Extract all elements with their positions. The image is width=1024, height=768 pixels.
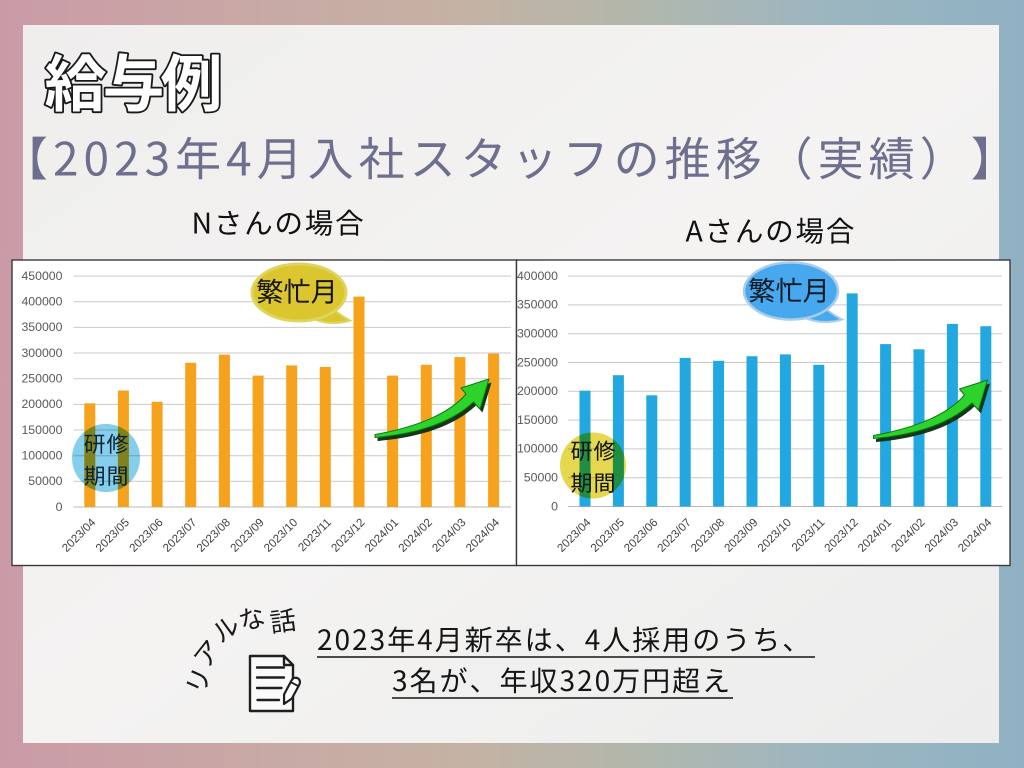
svg-text:0: 0: [551, 499, 558, 513]
svg-text:350000: 350000: [517, 298, 558, 312]
svg-text:50000: 50000: [524, 471, 558, 485]
svg-text:200000: 200000: [517, 384, 558, 398]
svg-text:100000: 100000: [21, 449, 62, 463]
svg-text:300000: 300000: [21, 346, 62, 360]
svg-text:400000: 400000: [21, 295, 62, 309]
svg-text:100000: 100000: [517, 442, 558, 456]
svg-text:350000: 350000: [21, 320, 62, 334]
svg-text:50000: 50000: [28, 474, 62, 488]
svg-text:200000: 200000: [21, 397, 62, 411]
svg-text:250000: 250000: [21, 372, 62, 386]
svg-text:0: 0: [56, 500, 63, 514]
svg-text:400000: 400000: [517, 269, 558, 283]
svg-text:300000: 300000: [517, 327, 558, 341]
svg-text:150000: 150000: [21, 423, 62, 437]
svg-text:250000: 250000: [517, 355, 558, 369]
svg-text:150000: 150000: [517, 413, 558, 427]
svg-text:450000: 450000: [21, 269, 62, 283]
